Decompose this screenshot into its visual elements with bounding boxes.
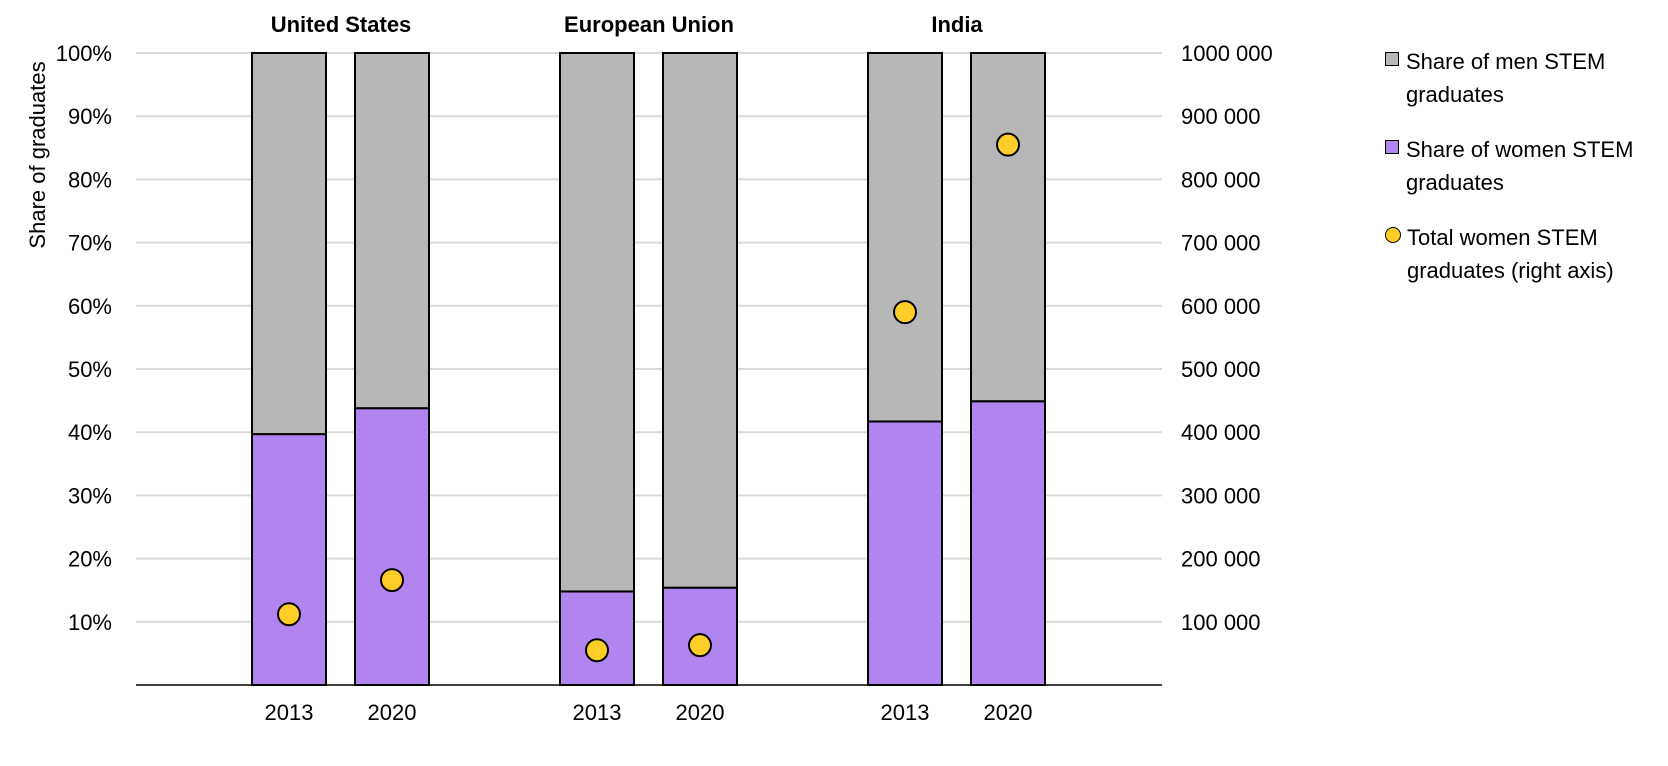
bar-men — [867, 52, 943, 423]
bar-women — [867, 420, 943, 686]
y-right-tick-label: 600 000 — [1181, 294, 1261, 319]
legend-item-women: Share of women STEM graduates — [1385, 133, 1665, 199]
bar-men — [354, 52, 430, 410]
y-right-tick-label: 1000 000 — [1181, 41, 1273, 66]
y-right-tick-label: 700 000 — [1181, 231, 1261, 256]
y-right-tick-label: 200 000 — [1181, 547, 1261, 572]
y-axis-title: Share of graduates — [25, 61, 50, 248]
x-tick-label: 2020 — [368, 700, 417, 725]
bar-men — [251, 52, 327, 436]
bar-men — [559, 52, 635, 593]
y-left-tick-label: 40% — [68, 420, 112, 445]
point-total-women — [996, 132, 1020, 157]
bar-men — [970, 52, 1046, 403]
point-total-women — [277, 602, 301, 627]
x-tick-label: 2013 — [881, 700, 930, 725]
group-label: United States — [271, 12, 412, 37]
point-total-women — [688, 633, 712, 658]
y-left-tick-label: 20% — [68, 547, 112, 572]
x-tick-label: 2013 — [573, 700, 622, 725]
point-total-women — [585, 638, 609, 663]
y-left-tick-label: 90% — [68, 104, 112, 129]
legend-label-men: Share of men STEM graduates — [1406, 49, 1606, 107]
x-tick-label: 2020 — [676, 700, 725, 725]
bar-women — [970, 400, 1046, 686]
y-left-tick-label: 80% — [68, 167, 112, 192]
bar-men — [662, 52, 738, 589]
labels: 10% 20% 30% 40% 50% 60% 70% 80% 90% 100% 100 000 20… — [25, 12, 1273, 725]
points — [277, 132, 1020, 663]
y-right-tick-label: 500 000 — [1181, 357, 1261, 382]
legend-item-total-women: Total women STEM graduates (right axis) — [1385, 221, 1665, 287]
y-right-tick-label: 400 000 — [1181, 420, 1261, 445]
y-right-tick-label: 300 000 — [1181, 483, 1261, 508]
y-right-tick-label: 800 000 — [1181, 167, 1261, 192]
y-right-tick-label: 900 000 — [1181, 104, 1261, 129]
bar-women — [559, 590, 635, 686]
legend-label-women: Share of women STEM graduates — [1406, 137, 1634, 195]
x-tick-label: 2013 — [265, 700, 314, 725]
y-left-tick-label: 50% — [68, 357, 112, 382]
bar-women — [251, 433, 327, 687]
point-total-women — [380, 568, 404, 593]
legend-swatch-men — [1385, 52, 1399, 66]
point-total-women — [893, 300, 917, 325]
y-right-tick-label: 100 000 — [1181, 610, 1261, 635]
y-left-tick-label: 60% — [68, 294, 112, 319]
legend: Share of men STEM graduates Share of wom… — [1385, 45, 1665, 309]
legend-item-men: Share of men STEM graduates — [1385, 45, 1665, 111]
x-tick-label: 2020 — [984, 700, 1033, 725]
bar-women — [354, 407, 430, 686]
y-left-tick-label: 10% — [68, 610, 112, 635]
y-left-tick-label: 100% — [56, 41, 112, 66]
y-left-tick-label: 30% — [68, 483, 112, 508]
group-label: India — [931, 12, 983, 37]
y-left-tick-label: 70% — [68, 231, 112, 256]
group-label: European Union — [564, 12, 734, 37]
legend-label-total-women: Total women STEM graduates (right axis) — [1407, 225, 1614, 283]
legend-swatch-total-women — [1385, 227, 1401, 243]
legend-swatch-women — [1385, 140, 1399, 154]
